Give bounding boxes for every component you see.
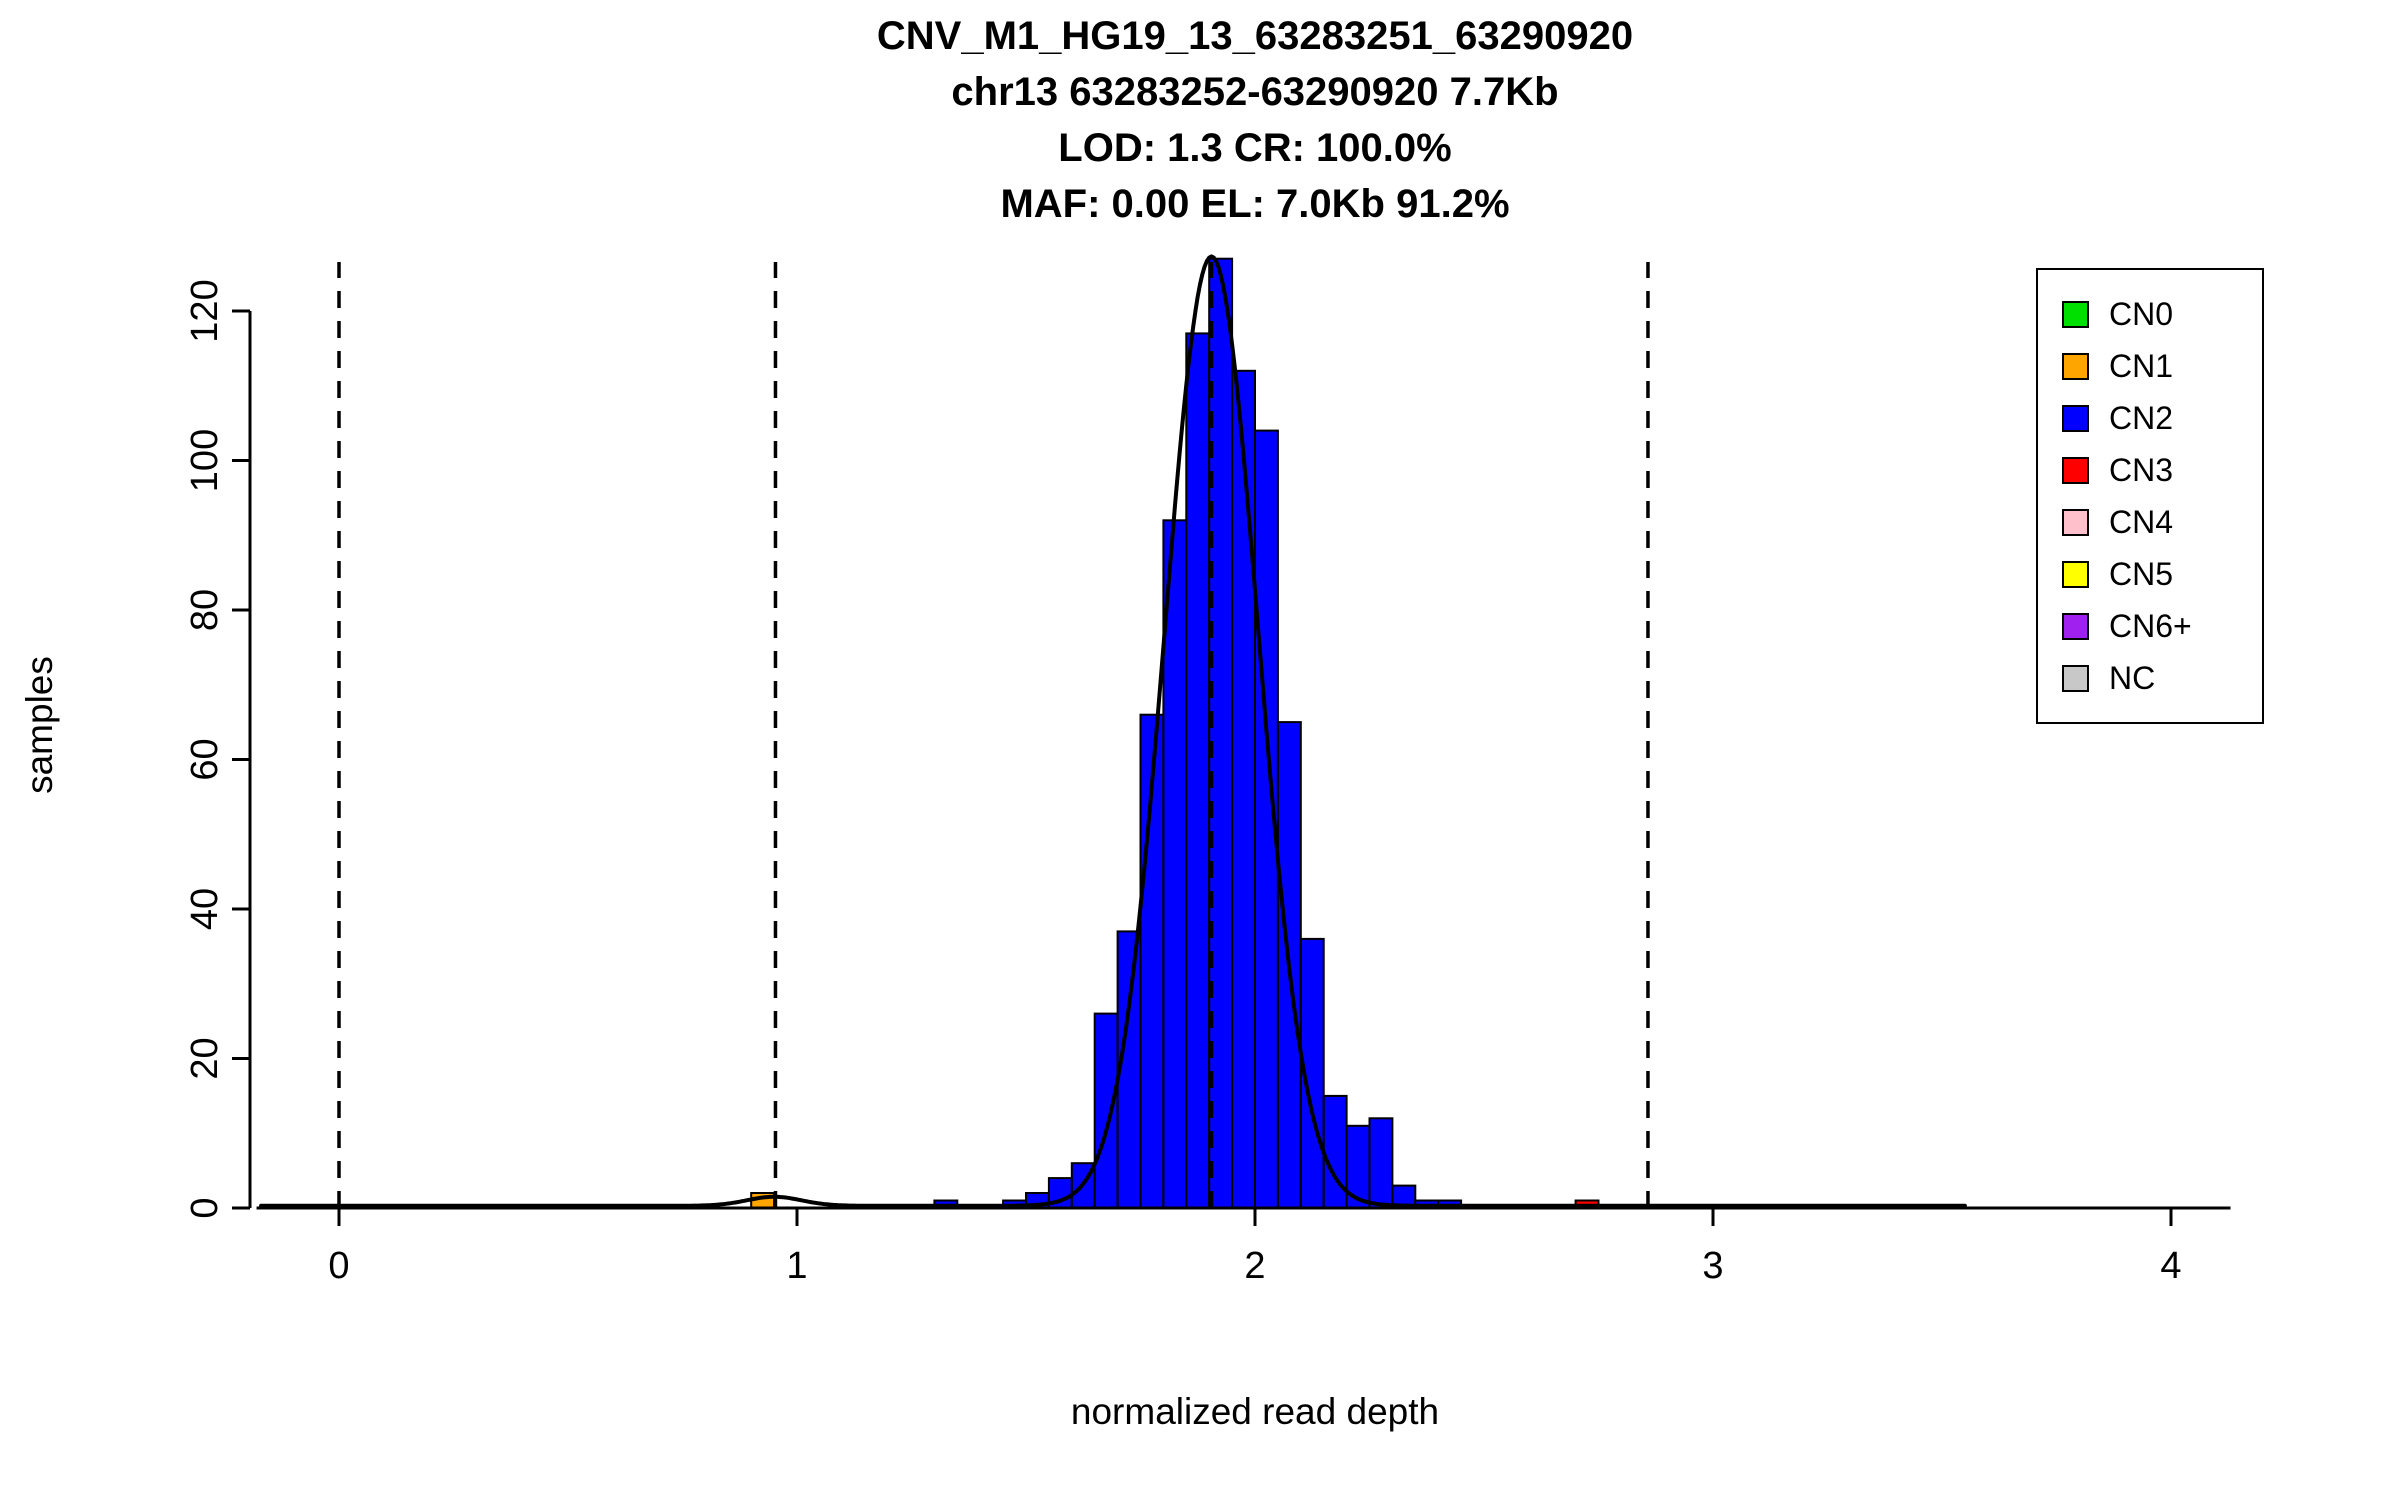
histogram-bar (1208, 257, 1234, 1209)
legend-label: CN2 (2109, 400, 2174, 436)
legend-item: CN6+ (2062, 600, 2252, 652)
legend-label: CN3 (2109, 452, 2174, 488)
fit-curve (259, 254, 1967, 1208)
chart-title-line-1: CNV_M1_HG19_13_63283251_63290920 (876, 14, 1634, 58)
legend-swatch-cn1 (2062, 352, 2089, 380)
legend-label: CN1 (2109, 348, 2174, 384)
legend-item: CN2 (2062, 392, 2252, 444)
histogram-bars (750, 257, 1600, 1210)
legend-swatch-cn5 (2062, 560, 2089, 588)
legend-item: CN4 (2062, 496, 2252, 548)
y-tick-label: 20 (184, 1037, 226, 1079)
y-tick-label: 0 (184, 1197, 226, 1218)
y-tick-label: 60 (184, 738, 226, 780)
legend: CN0 CN1 CN2 CN3 CN4 CN5 CN6+ NC (2036, 268, 2264, 724)
y-tick-label: 100 (184, 429, 226, 492)
chart-title-line-2: chr13 63283252-63290920 7.7Kb (951, 70, 1559, 114)
legend-swatch-cn0 (2062, 300, 2089, 328)
legend-item: CN5 (2062, 548, 2252, 600)
legend-swatch-cn4 (2062, 508, 2089, 536)
y-axis: 0 20 40 60 80 100 120 (184, 279, 252, 1219)
legend-swatch-cn2 (2062, 404, 2089, 432)
x-axis: 0 1 2 3 4 (256, 1206, 2231, 1287)
histogram-bar (1231, 369, 1256, 1209)
x-tick-label: 0 (328, 1245, 349, 1287)
legend-swatch-nc (2062, 664, 2089, 692)
chart-title-line-3: LOD: 1.3 CR: 100.0% (1058, 126, 1452, 170)
y-tick-label: 80 (184, 589, 226, 631)
legend-label: CN4 (2109, 504, 2174, 540)
legend-label: CN0 (2109, 296, 2174, 332)
histogram-bar (1093, 1012, 1119, 1209)
legend-label: NC (2109, 660, 2156, 696)
histogram-bar (1368, 1117, 1394, 1210)
x-tick-label: 1 (786, 1245, 807, 1287)
histogram-bar (1322, 1094, 1348, 1210)
x-axis-label: normalized read depth (1070, 1391, 1440, 1432)
y-tick-label: 40 (184, 888, 226, 930)
x-tick-label: 4 (2160, 1245, 2181, 1287)
chart-title-block: CNV_M1_HG19_13_63283251_63290920 chr13 6… (240, 8, 2270, 232)
legend-item: CN3 (2062, 444, 2252, 496)
y-tick-label: 120 (184, 279, 226, 342)
legend-swatch-cn6plus (2062, 612, 2089, 640)
legend-label: CN6+ (2109, 608, 2192, 644)
legend-swatch-cn3 (2062, 456, 2089, 484)
legend-label: CN5 (2109, 556, 2174, 592)
chart-title-line-4: MAF: 0.00 EL: 7.0Kb 91.2% (1000, 182, 1510, 226)
legend-item: NC (2062, 652, 2252, 704)
x-tick-label: 3 (1702, 1245, 1723, 1287)
legend-item: CN1 (2062, 340, 2252, 392)
x-tick-label: 2 (1244, 1245, 1265, 1287)
dashed-cn-lines (337, 262, 1650, 1208)
histogram-bar (1185, 332, 1211, 1209)
legend-item: CN0 (2062, 288, 2252, 340)
